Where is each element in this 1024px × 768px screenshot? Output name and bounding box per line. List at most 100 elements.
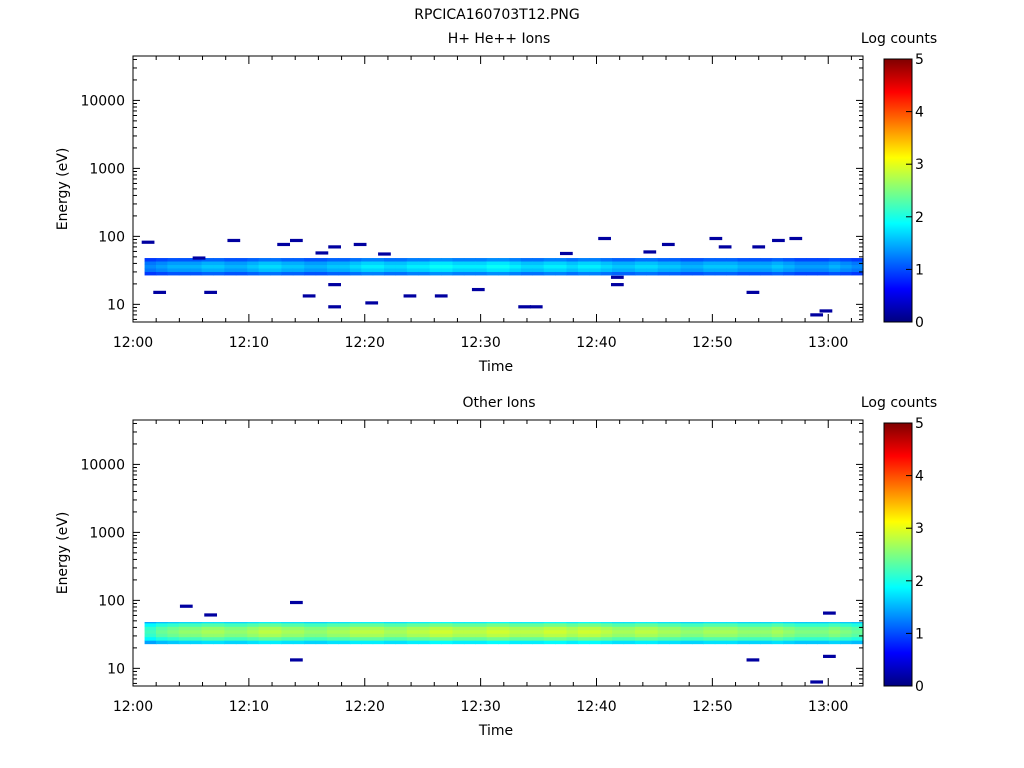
- heatmap-cell: [520, 640, 533, 645]
- heatmap-cell: [817, 264, 830, 269]
- heatmap-cell: [520, 633, 533, 638]
- heatmap-cell: [201, 258, 214, 262]
- heatmap-cell: [395, 271, 408, 276]
- heatmap-cell: [361, 271, 374, 276]
- heatmap-cell: [463, 271, 476, 276]
- heatmap-cell: [235, 268, 248, 272]
- heatmap-cell: [372, 640, 385, 645]
- heatmap-cell: [657, 622, 670, 627]
- heatmap-cell: [783, 271, 796, 276]
- heatmap-cell: [429, 261, 442, 265]
- heatmap-cell: [441, 622, 454, 627]
- heatmap-cell: [452, 271, 465, 276]
- heatmap-cell: [714, 640, 727, 645]
- heatmap-cell: [669, 622, 682, 624]
- heatmap-cell: [270, 626, 283, 631]
- heatmap-cell: [840, 636, 853, 641]
- heatmap-cell: [748, 636, 761, 641]
- heatmap-cell: [201, 633, 214, 638]
- heatmap-cell: [155, 626, 168, 631]
- heatmap-cell: [475, 271, 488, 276]
- heatmap-cell: [805, 258, 818, 262]
- heatmap-cell: [771, 640, 784, 645]
- heatmap-cell: [292, 626, 305, 631]
- heatmap-cell: [669, 640, 682, 645]
- heatmap-cell: [372, 271, 385, 276]
- heatmap-cell: [258, 629, 271, 634]
- heatmap-cell: [304, 622, 317, 627]
- heatmap-cell: [452, 261, 465, 265]
- heatmap-cell: [235, 622, 248, 627]
- heatmap-cell: [281, 636, 294, 641]
- heatmap-cell: [486, 622, 499, 624]
- y-tick-label: 10: [107, 661, 125, 677]
- heatmap-cell: [201, 261, 214, 265]
- heatmap-cell: [520, 626, 533, 631]
- heatmap-cell: [623, 622, 636, 624]
- heatmap-cell: [190, 258, 203, 262]
- heatmap-cell: [748, 640, 761, 645]
- heatmap-cell: [771, 268, 784, 272]
- heatmap-cell: [657, 258, 670, 262]
- heatmap-cell: [509, 629, 522, 634]
- heatmap-cell: [566, 268, 579, 272]
- heatmap-cell: [532, 626, 545, 631]
- heatmap-cell: [155, 264, 168, 269]
- heatmap-cell: [680, 640, 693, 645]
- heatmap-cell: [304, 633, 317, 638]
- heatmap-cell: [771, 258, 784, 262]
- x-tick-label: 12:10: [229, 699, 269, 715]
- heatmap-cell: [543, 271, 556, 276]
- heatmap-cell: [589, 268, 602, 272]
- heatmap-point: [403, 294, 417, 298]
- heatmap-cell: [840, 640, 853, 645]
- heatmap-cell: [851, 629, 864, 634]
- heatmap-cell: [486, 629, 499, 634]
- heatmap-cell: [270, 633, 283, 638]
- heatmap-cell: [566, 622, 579, 624]
- heatmap-cell: [589, 264, 602, 269]
- heatmap-cell: [589, 622, 602, 627]
- heatmap-cell: [292, 268, 305, 272]
- heatmap-cell: [634, 636, 647, 641]
- heatmap-cell: [384, 626, 397, 631]
- heatmap-cell: [213, 622, 226, 624]
- heatmap-cell: [452, 622, 465, 624]
- heatmap-point: [378, 252, 391, 256]
- heatmap-cell: [224, 268, 237, 272]
- heatmap-cell: [634, 271, 647, 276]
- heatmap-cell: [224, 636, 237, 641]
- heatmap-cell: [703, 626, 716, 631]
- heatmap-cell: [714, 629, 727, 634]
- heatmap-cell: [372, 258, 385, 262]
- heatmap-cell: [349, 258, 362, 262]
- heatmap-cell: [555, 629, 568, 634]
- heatmap-cell: [361, 626, 374, 631]
- heatmap-cell: [235, 264, 248, 269]
- heatmap-cell: [634, 258, 647, 262]
- heatmap-cell: [201, 271, 214, 276]
- heatmap-cell: [201, 264, 214, 269]
- heatmap-cell: [418, 258, 431, 262]
- heatmap-cell: [327, 261, 340, 265]
- heatmap-cell: [418, 622, 431, 627]
- heatmap-cell: [851, 640, 864, 645]
- heatmap-cell: [475, 622, 488, 624]
- heatmap-cell: [623, 633, 636, 638]
- heatmap-cell: [201, 622, 214, 624]
- heatmap-cell: [429, 636, 442, 641]
- heatmap-cell: [726, 626, 739, 631]
- x-axis-label: Time: [478, 723, 513, 739]
- heatmap-cell: [167, 626, 180, 631]
- heatmap-cell: [155, 629, 168, 634]
- heatmap-cell: [418, 271, 431, 276]
- heatmap-cell: [555, 271, 568, 276]
- heatmap-point: [434, 294, 448, 298]
- heatmap-cell: [441, 261, 454, 265]
- heatmap-cell: [327, 622, 340, 627]
- heatmap-cell: [144, 622, 157, 624]
- heatmap-cell: [612, 271, 625, 276]
- y-tick-label: 1000: [89, 161, 125, 177]
- heatmap-cell: [634, 629, 647, 634]
- heatmap-cell: [543, 626, 556, 631]
